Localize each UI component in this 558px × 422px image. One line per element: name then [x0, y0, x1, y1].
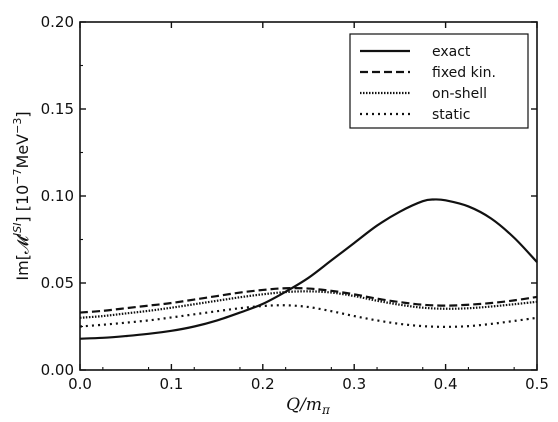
x-tick-label: 0.0	[68, 375, 92, 393]
series-line-on-shell	[79, 290, 538, 319]
y-tick-label: 0.00	[41, 361, 74, 379]
legend-label: static	[432, 107, 470, 123]
y-tick-label: 0.20	[41, 13, 74, 31]
x-tick-label: 0.5	[525, 375, 549, 393]
legend-label: exact	[432, 44, 471, 60]
series-line-fixed-kin	[79, 287, 538, 314]
y-tick-label: 0.05	[41, 274, 74, 292]
x-tick-label: 0.3	[342, 375, 366, 393]
x-tick-label: 0.1	[159, 375, 183, 393]
axis-ticks: 0.0 0.1 0.2 0.3 0.4 0.5 0.00 0.05 0.10 0.15 0.20	[41, 13, 549, 393]
y-axis-title: Im[𝓜ISI] [10−7MeV−3]	[11, 111, 32, 280]
legend-box	[349, 33, 529, 129]
legend: exact fixed kin. on-shell static	[349, 33, 529, 129]
y-tick-label: 0.15	[41, 100, 74, 118]
chart-marks	[79, 198, 538, 340]
legend-label: fixed kin.	[432, 65, 496, 81]
y-tick-label: 0.10	[41, 187, 74, 205]
legend-label: on-shell	[432, 86, 487, 102]
series-line-exact	[79, 198, 538, 340]
x-tick-label: 0.2	[251, 375, 275, 393]
x-axis-title: Q/mπ	[286, 395, 331, 417]
svg-text:Im[𝓜ISI] [10−7MeV−3]: Im[𝓜ISI] [10−7MeV−3]	[11, 111, 32, 280]
series-line-static	[79, 304, 538, 328]
x-tick-label: 0.4	[434, 375, 458, 393]
